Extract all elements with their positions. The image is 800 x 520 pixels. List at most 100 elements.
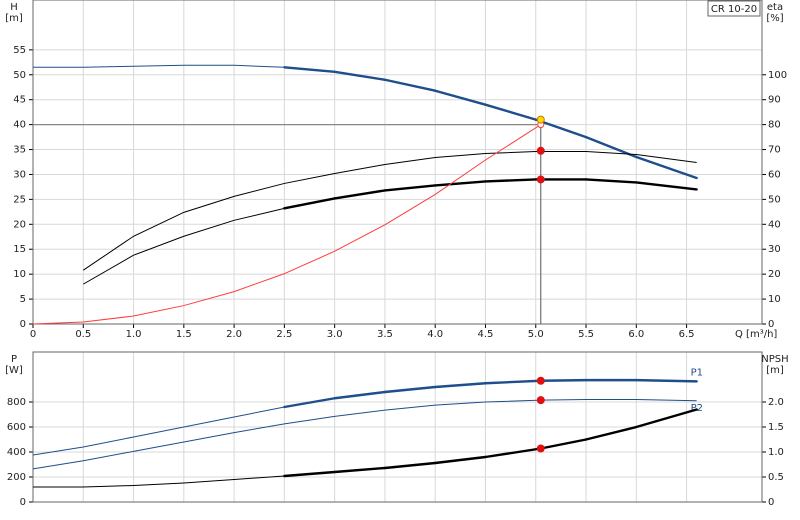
y-tick-label: 15 <box>13 244 26 255</box>
y2-axis-unit: [m] <box>766 365 784 376</box>
x-tick-label: 0 <box>30 329 36 340</box>
y-tick-label: 55 <box>13 45 26 56</box>
y2-tick-label: 10 <box>768 294 781 305</box>
x-tick-label: 1.0 <box>126 329 142 340</box>
y-tick-label: 50 <box>13 70 26 81</box>
x-tick-label: 5.0 <box>528 329 544 340</box>
y2-tick-label: 0 <box>768 319 774 330</box>
x-tick-label: 5.5 <box>578 329 594 340</box>
y-tick-label: 800 <box>7 397 26 408</box>
y-tick-label: 5 <box>20 294 26 305</box>
curve-thick-segment <box>283 397 336 409</box>
plot-frame <box>32 0 763 325</box>
y2-tick-label: 1.0 <box>768 447 784 458</box>
curve-thick-segment <box>383 184 437 192</box>
y-tick-label: 25 <box>13 194 26 205</box>
y2-tick-label: 90 <box>768 95 781 106</box>
curve-thick-segment <box>635 155 698 180</box>
operating-point <box>536 115 545 124</box>
curve-thick-segment <box>333 189 387 200</box>
curve-thick-segment <box>584 425 638 441</box>
y-tick-label: 200 <box>7 472 26 483</box>
plot-frame <box>32 351 763 503</box>
y-tick-label: 0 <box>20 497 26 508</box>
y2-axis-label: eta <box>767 2 783 13</box>
series-label: P1 <box>691 367 703 378</box>
x-tick-label: 4.5 <box>478 329 494 340</box>
curve-thick-segment <box>534 118 588 139</box>
curve-thick-segment <box>539 378 588 382</box>
operating-point <box>536 444 545 453</box>
curve-thick-segment <box>635 408 698 429</box>
curve-thick-segment <box>434 455 487 465</box>
y-tick-label: 600 <box>7 422 26 433</box>
chart-title: CR 10-20 <box>711 4 757 15</box>
y-axis-label: H <box>10 2 18 13</box>
y2-tick-label: 100 <box>768 70 787 81</box>
y-tick-label: 40 <box>13 120 26 131</box>
curve-thick-segment <box>383 385 437 394</box>
operating-point <box>536 146 545 155</box>
y2-tick-label: 50 <box>768 194 781 205</box>
curve-thick-segment <box>283 470 336 478</box>
y-tick-label: 0 <box>20 319 26 330</box>
curve <box>32 399 697 470</box>
curve-thick-segment <box>283 66 336 73</box>
curve-thick-segment <box>484 379 542 385</box>
y-tick-label: 10 <box>13 269 26 280</box>
y2-tick-label: 1.5 <box>768 422 784 433</box>
x-tick-label: 0.5 <box>75 329 91 340</box>
curve-thick-segment <box>484 447 542 459</box>
x-tick-label: 1.5 <box>176 329 192 340</box>
y-tick-label: 35 <box>13 145 26 156</box>
curve-thick-segment <box>333 466 387 474</box>
y2-tick-label: 0 <box>768 497 774 508</box>
x-tick-label: 6.0 <box>628 329 644 340</box>
curve-thick-segment <box>484 178 537 183</box>
y2-tick-label: 80 <box>768 120 781 131</box>
y2-tick-label: 2.0 <box>768 397 784 408</box>
curve-thick-segment <box>434 180 487 187</box>
x-tick-label: 6.5 <box>679 329 695 340</box>
y-tick-label: 400 <box>7 447 26 458</box>
y2-tick-label: 20 <box>768 269 781 280</box>
y-axis-unit: [m] <box>5 13 23 24</box>
curve-thick-segment <box>434 89 487 106</box>
y-axis-label: P <box>11 354 17 365</box>
curve-thick-segment <box>434 382 487 389</box>
curve-thick-segment <box>484 103 537 121</box>
curve-thick-segment <box>333 390 387 400</box>
y2-axis-label: NPSH <box>761 354 788 365</box>
y-axis-unit: [W] <box>5 365 23 376</box>
title-box <box>707 0 761 17</box>
y2-tick-label: 30 <box>768 244 781 255</box>
curve <box>82 151 697 271</box>
x-axis-label: Q [m³/h] <box>735 329 777 340</box>
x-tick-label: 2.5 <box>276 329 292 340</box>
x-tick-label: 4.0 <box>427 329 443 340</box>
curve-thick-segment <box>635 181 698 191</box>
operating-point <box>536 376 545 385</box>
x-tick-label: 2.0 <box>226 329 242 340</box>
y2-tick-label: 40 <box>768 219 781 230</box>
operating-point <box>536 175 545 184</box>
curve-thick-segment <box>283 197 336 210</box>
curve-thick-segment <box>333 70 387 81</box>
y2-tick-label: 0.5 <box>768 472 784 483</box>
y-tick-label: 20 <box>13 219 26 230</box>
y-tick-label: 30 <box>13 169 26 180</box>
curve-thick-segment <box>383 78 437 92</box>
y2-axis-unit: [%] <box>766 13 783 24</box>
operating-point <box>536 396 545 405</box>
curve-thick-segment <box>383 461 437 470</box>
curve-thick-segment <box>539 438 588 450</box>
curve-thick-segment <box>635 378 698 383</box>
curve <box>32 124 542 325</box>
x-tick-label: 3.0 <box>327 329 343 340</box>
y2-tick-label: 60 <box>768 169 781 180</box>
y-tick-label: 45 <box>13 95 26 106</box>
y2-tick-label: 70 <box>768 145 781 156</box>
series-label: P2 <box>691 403 703 414</box>
